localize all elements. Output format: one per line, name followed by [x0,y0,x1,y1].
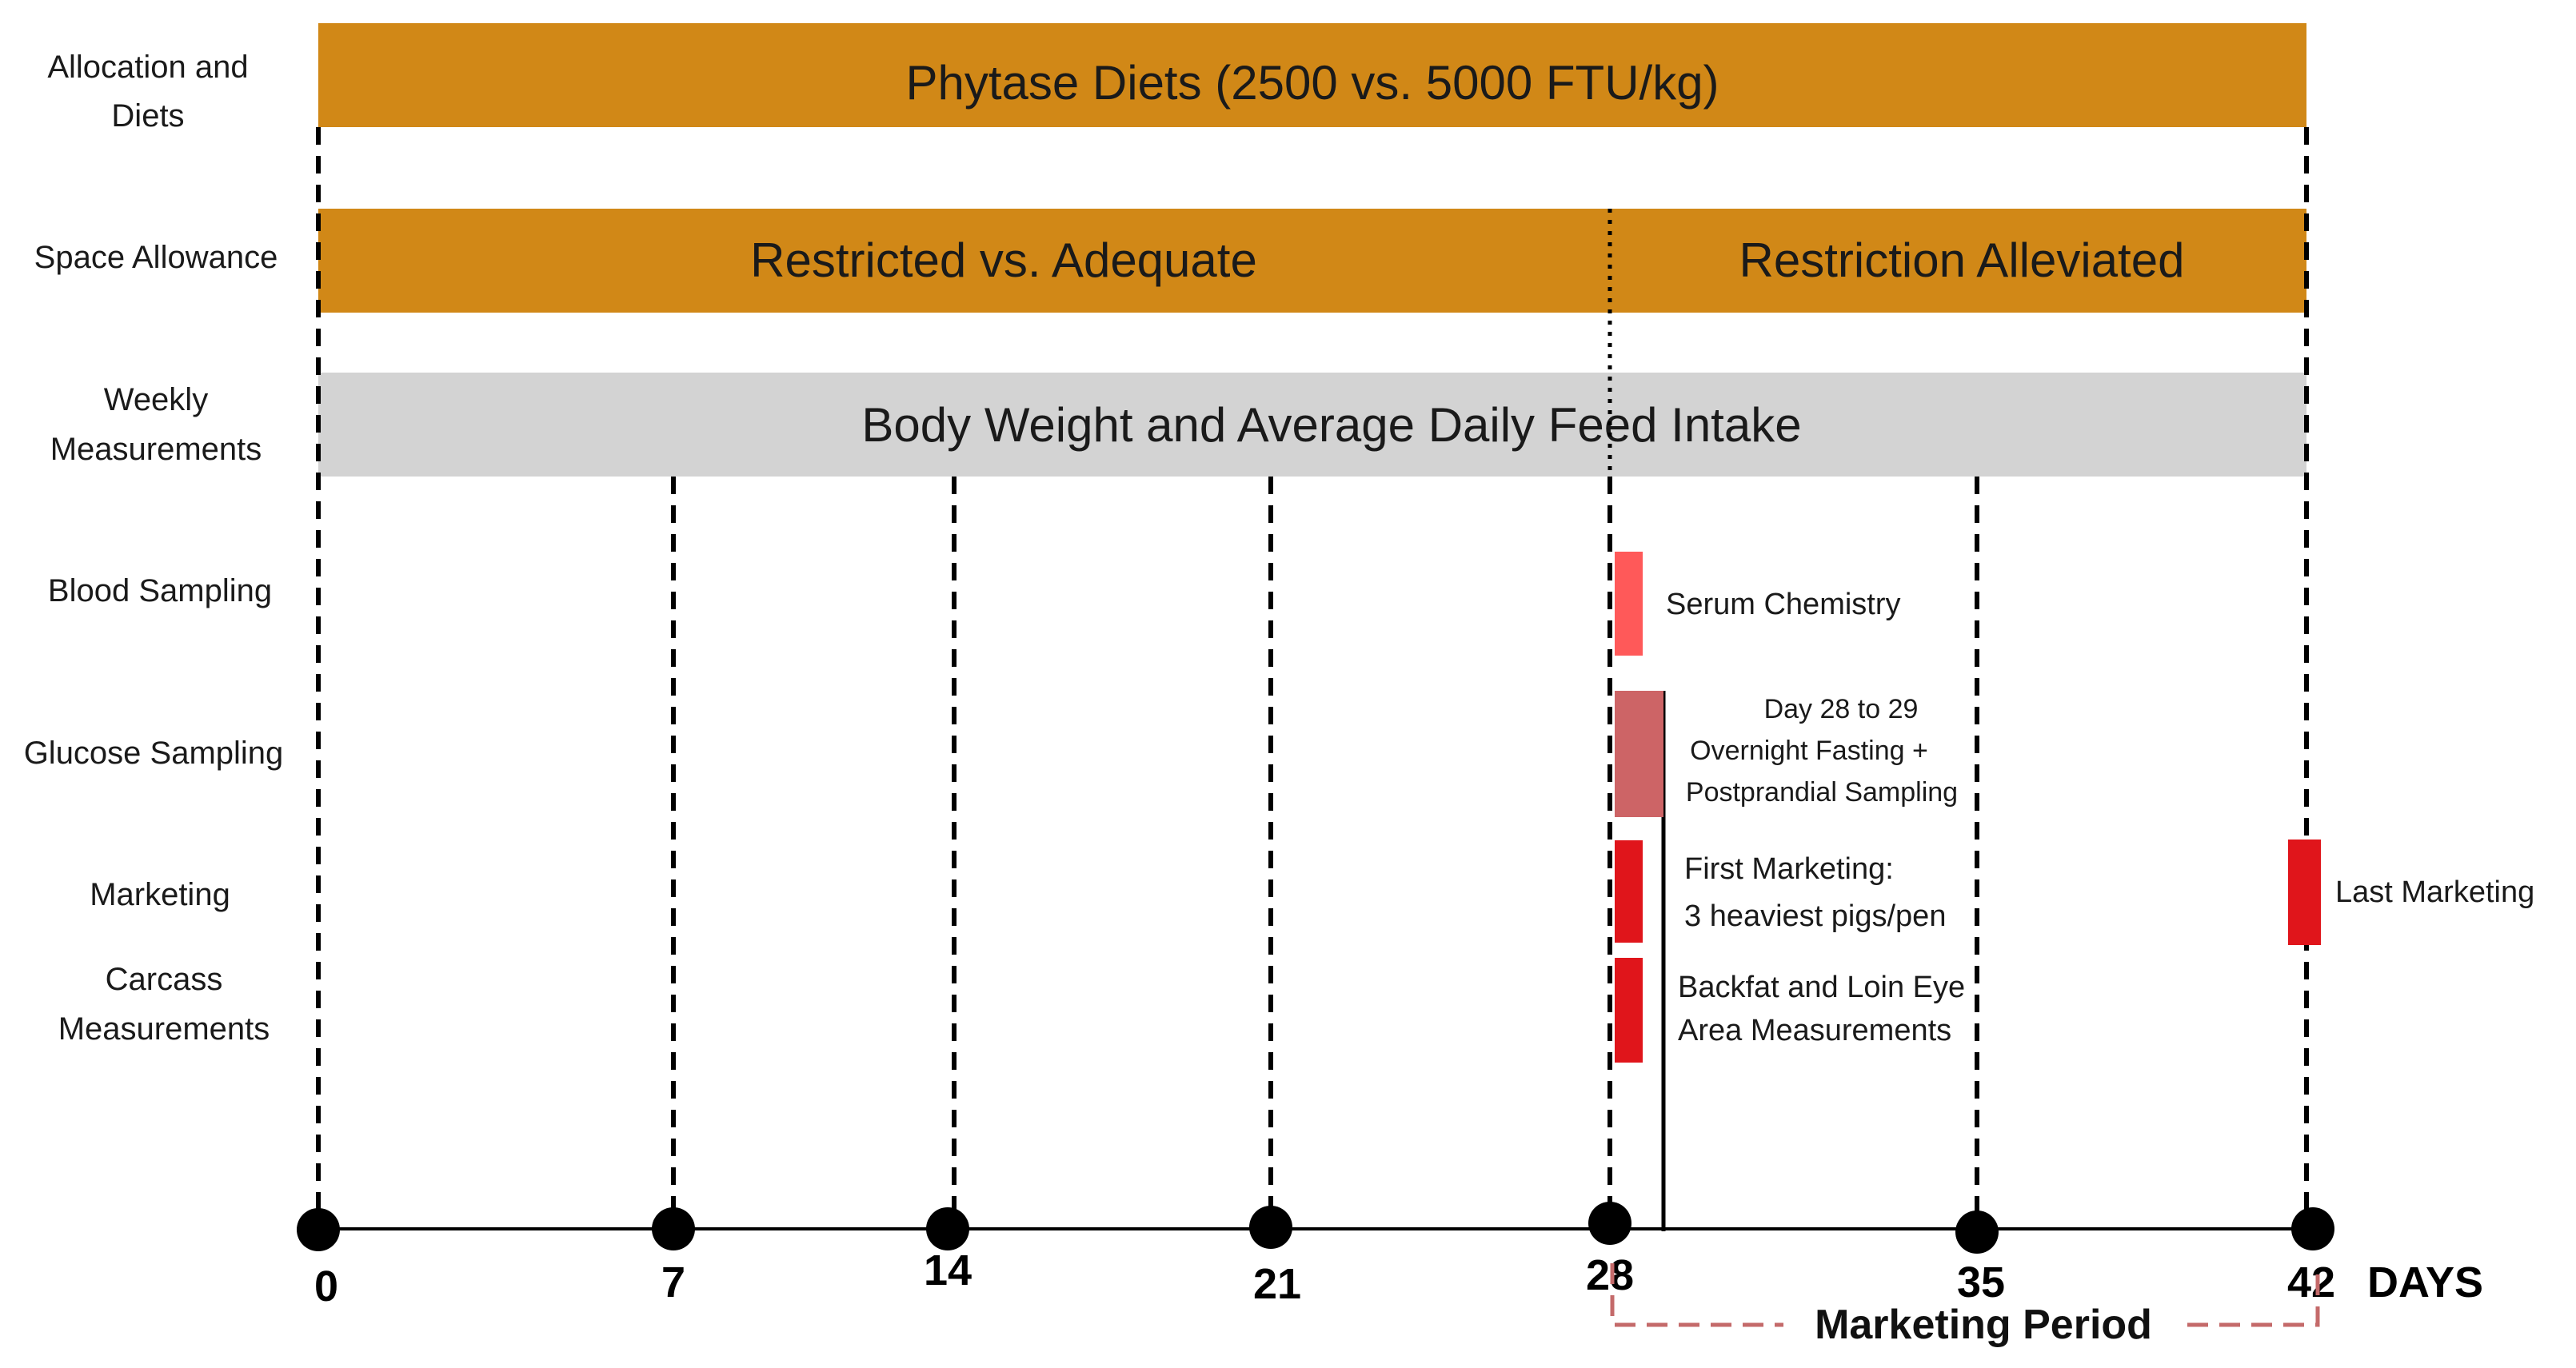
day-label-28: 28 [1586,1251,1634,1299]
phytase-diets-bar [318,23,2306,127]
weekly-measurements-bar [318,373,2306,477]
day-21-marker [1249,1206,1292,1249]
carcass-note-line-1: Backfat and Loin Eye [1678,971,1965,1004]
row-label-allocation-2: Diets [111,98,184,134]
row-label-space: Space Allowance [34,240,278,275]
weekly-measurements-text: Body Weight and Average Daily Feed Intak… [861,398,1801,452]
marketing-period-bracket-right [2187,1263,2320,1327]
row-label-blood: Blood Sampling [48,573,272,608]
restricted-space-text: Restricted vs. Adequate [750,233,1257,287]
last-marketing-text: Last Marketing [2335,875,2534,909]
day-35-marker [1955,1210,1999,1254]
row-label-marketing: Marketing [90,877,230,912]
day-label-14: 14 [924,1246,972,1294]
restricted-space-bar [318,209,1610,313]
glucose-sampling-block [1615,691,1663,817]
restriction-alleviated-text: Restriction Alleviated [1739,233,2185,287]
day-0-marker [297,1208,340,1251]
day-7-marker [652,1207,695,1250]
row-label-carcass-1: Carcass [106,962,223,997]
marketing-period-bracket-left [1610,1263,1783,1327]
day-label-35: 35 [1957,1258,2005,1306]
glucose-note-line-2: Overnight Fasting + [1690,736,1928,766]
carcass-note-line-2: Area Measurements [1678,1014,1951,1047]
serum-chemistry-block [1615,552,1643,656]
phytase-diets-text: Phytase Diets (2500 vs. 5000 FTU/kg) [905,56,1719,110]
serum-chemistry-text: Serum Chemistry [1666,588,1901,621]
glucose-note-line-1: Day 28 to 29 [1764,694,1919,724]
row-label-glucose: Glucose Sampling [24,736,284,771]
row-label-allocation-1: Allocation and [47,50,248,85]
day-label-0: 0 [314,1262,338,1310]
first-marketing-block [1615,840,1643,943]
marketing-period-label: Marketing Period [1815,1302,2152,1348]
glucose-note-line-3: Postprandial Sampling [1686,777,1958,808]
row-label-carcass-2: Measurements [58,1011,270,1047]
restriction-alleviated-bar [1610,209,2306,313]
first-marketing-line-2: 3 heaviest pigs/pen [1684,899,1946,933]
first-marketing-line-1: First Marketing: [1684,852,1894,886]
day-28-marker [1588,1202,1631,1245]
day-label-42: 42 [2287,1258,2335,1306]
day-42-marker [2291,1207,2334,1250]
row-label-weekly-1: Weekly [104,382,208,417]
days-unit-label: DAYS [2367,1258,2483,1306]
row-label-weekly-2: Measurements [50,432,262,467]
day-label-21: 21 [1253,1260,1301,1308]
day-14-marker [926,1207,969,1250]
day-label-7: 7 [661,1258,685,1306]
last-marketing-block [2288,840,2321,945]
carcass-measurements-block [1615,958,1643,1063]
